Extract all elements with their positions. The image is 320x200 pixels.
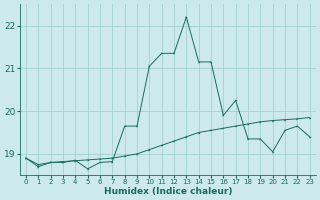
- X-axis label: Humidex (Indice chaleur): Humidex (Indice chaleur): [104, 187, 232, 196]
